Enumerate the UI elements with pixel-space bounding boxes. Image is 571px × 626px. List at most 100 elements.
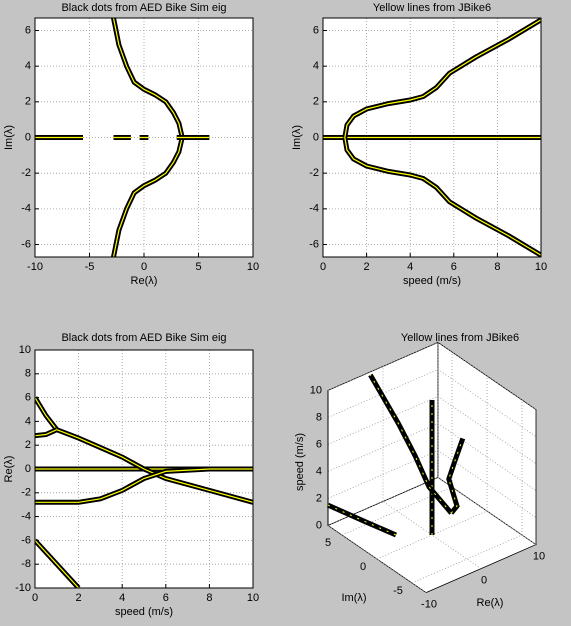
chart-title: Yellow lines from JBike6: [373, 2, 491, 14]
grid-line: [327, 525, 427, 593]
x-axis-label: Re(λ): [477, 597, 504, 609]
x-tick-label: 0: [320, 261, 326, 273]
y-axis-label: Im(λ): [3, 125, 15, 150]
curve-line: [35, 468, 253, 503]
curve-line: [327, 504, 397, 536]
z-tick-label: 6: [316, 438, 322, 450]
y-tick-label: 0: [313, 131, 319, 143]
x-axis-label: Re(λ): [131, 275, 158, 287]
x-tick-label: 0: [481, 575, 487, 587]
x-tick-label: 10: [247, 261, 259, 273]
z-tick-label: 10: [310, 384, 322, 396]
grid-line: [437, 477, 537, 545]
curve-line: [35, 539, 80, 588]
x-tick-label: -10: [421, 599, 437, 611]
x-tick-label: 10: [533, 551, 545, 563]
grid-line: [437, 423, 537, 491]
y-tick-label: 4: [25, 60, 31, 72]
x-tick-label: 0: [32, 592, 38, 604]
y-tick-label: 6: [25, 392, 31, 404]
y-tick-label: -8: [21, 558, 31, 570]
curve-line: [35, 397, 58, 431]
y-tick-label: -2: [21, 487, 31, 499]
x-tick-label: 5: [195, 261, 201, 273]
chart-title: Black dots from AED Bike Sim eig: [61, 332, 226, 344]
curve-line: [112, 18, 183, 138]
y-tick-label: 6: [25, 24, 31, 36]
curve: [446, 437, 466, 515]
x-tick-label: 2: [76, 592, 82, 604]
curve-line: [56, 429, 253, 503]
grid-line: [411, 534, 523, 584]
z-tick-label: 2: [316, 492, 322, 504]
y-tick-label: -10: [15, 582, 31, 594]
x-tick-label: 10: [247, 592, 259, 604]
y-tick-label: -6: [21, 534, 31, 546]
x-tick-label: 0: [141, 261, 147, 273]
grid-line: [437, 396, 537, 464]
x-tick-label: 10: [535, 261, 547, 273]
grid-line: [327, 423, 439, 472]
curve-line: [112, 137, 183, 257]
y-tick-label: 0: [360, 561, 366, 573]
grid-line: [327, 396, 439, 445]
x-tick-label: 4: [119, 592, 125, 604]
y-tick-label: -4: [21, 203, 31, 215]
chart-title: Black dots from AED Bike Sim eig: [61, 2, 226, 14]
z-axis-label: speed (m/s): [294, 433, 306, 491]
y-tick-label: 8: [25, 368, 31, 380]
x-tick-label: 6: [451, 261, 457, 273]
curve-line: [35, 429, 58, 437]
y-tick-label: -2: [309, 167, 319, 179]
y-axis-label: Re(λ): [3, 456, 15, 483]
grid-line: [327, 477, 439, 526]
grid-line: [437, 477, 537, 545]
y-tick-label: -2: [21, 167, 31, 179]
y-tick-label: 2: [313, 96, 319, 108]
grid-line: [437, 342, 537, 410]
x-tick-label: 8: [494, 261, 500, 273]
x-tick-label: 2: [364, 261, 370, 273]
y-tick-label: 2: [25, 96, 31, 108]
x-tick-label: 6: [163, 592, 169, 604]
y-tick-label: -5: [393, 585, 403, 597]
plot-frame: [322, 17, 542, 258]
y-axis-label: Im(λ): [291, 125, 303, 150]
y-tick-label: -4: [21, 511, 31, 523]
curve-line: [344, 19, 541, 138]
x-tick-label: 8: [206, 592, 212, 604]
grid-line: [327, 342, 439, 391]
x-axis-label: speed (m/s): [403, 275, 461, 287]
grid-line: [437, 369, 537, 437]
curve: [368, 373, 454, 515]
x-tick-label: -5: [85, 261, 95, 273]
y-tick-label: 10: [19, 344, 31, 356]
y-tick-label: -6: [21, 238, 31, 250]
y-tick-label: -4: [309, 203, 319, 215]
grid-line: [382, 501, 482, 569]
x-axis-label: speed (m/s): [115, 606, 173, 618]
y-tick-label: 0: [25, 131, 31, 143]
y-tick-label: -6: [309, 238, 319, 250]
y-tick-label: 0: [25, 463, 31, 475]
z-tick-label: 8: [316, 411, 322, 423]
grid-line: [437, 450, 537, 518]
x-tick-label: -10: [27, 261, 43, 273]
chart-title: Yellow lines from JBike6: [401, 332, 519, 344]
z-tick-label: 0: [316, 519, 322, 531]
y-tick-label: 4: [25, 415, 31, 427]
plot-frame: [34, 349, 254, 589]
y-axis-label: Im(λ): [341, 592, 366, 604]
x-tick-label: 4: [407, 261, 413, 273]
curve-line: [344, 137, 541, 256]
grid-line: [341, 486, 453, 536]
z-tick-label: 4: [316, 465, 322, 477]
plot-frame: [34, 17, 254, 258]
y-tick-label: 5: [325, 537, 331, 549]
y-tick-label: 4: [313, 60, 319, 72]
y-tick-label: 6: [313, 24, 319, 36]
grid-line: [327, 450, 439, 499]
y-tick-label: 2: [25, 439, 31, 451]
